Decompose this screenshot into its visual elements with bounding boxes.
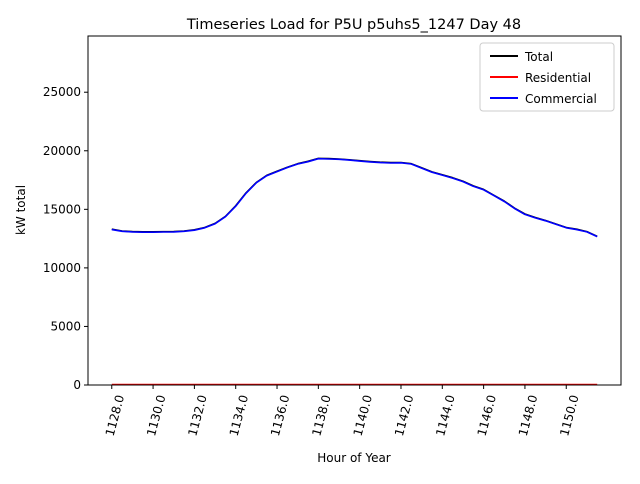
- y-tick-label: 0: [73, 378, 81, 392]
- legend-label-total: Total: [524, 50, 553, 64]
- y-tick-label: 20000: [43, 144, 81, 158]
- legend-label-commercial: Commercial: [525, 92, 597, 106]
- y-axis: 0 5000 10000 15000 20000 25000: [43, 85, 88, 392]
- legend-label-residential: Residential: [525, 71, 591, 85]
- y-tick-label: 5000: [50, 319, 81, 333]
- legend-frame: [479, 42, 615, 112]
- legend: Total Residential Commercial: [479, 42, 615, 112]
- plot-frame: [87, 35, 622, 386]
- y-tick-label: 15000: [43, 202, 81, 216]
- y-tick-label: 25000: [43, 85, 81, 99]
- y-axis-label: kW total: [14, 185, 28, 235]
- series-line-commercial: [111, 157, 598, 238]
- x-axis-label: Hour of Year: [317, 451, 391, 465]
- chart-title: Timeseries Load for P5U p5uhs5_1247 Day …: [186, 17, 521, 33]
- y-tick-label: 10000: [43, 261, 81, 275]
